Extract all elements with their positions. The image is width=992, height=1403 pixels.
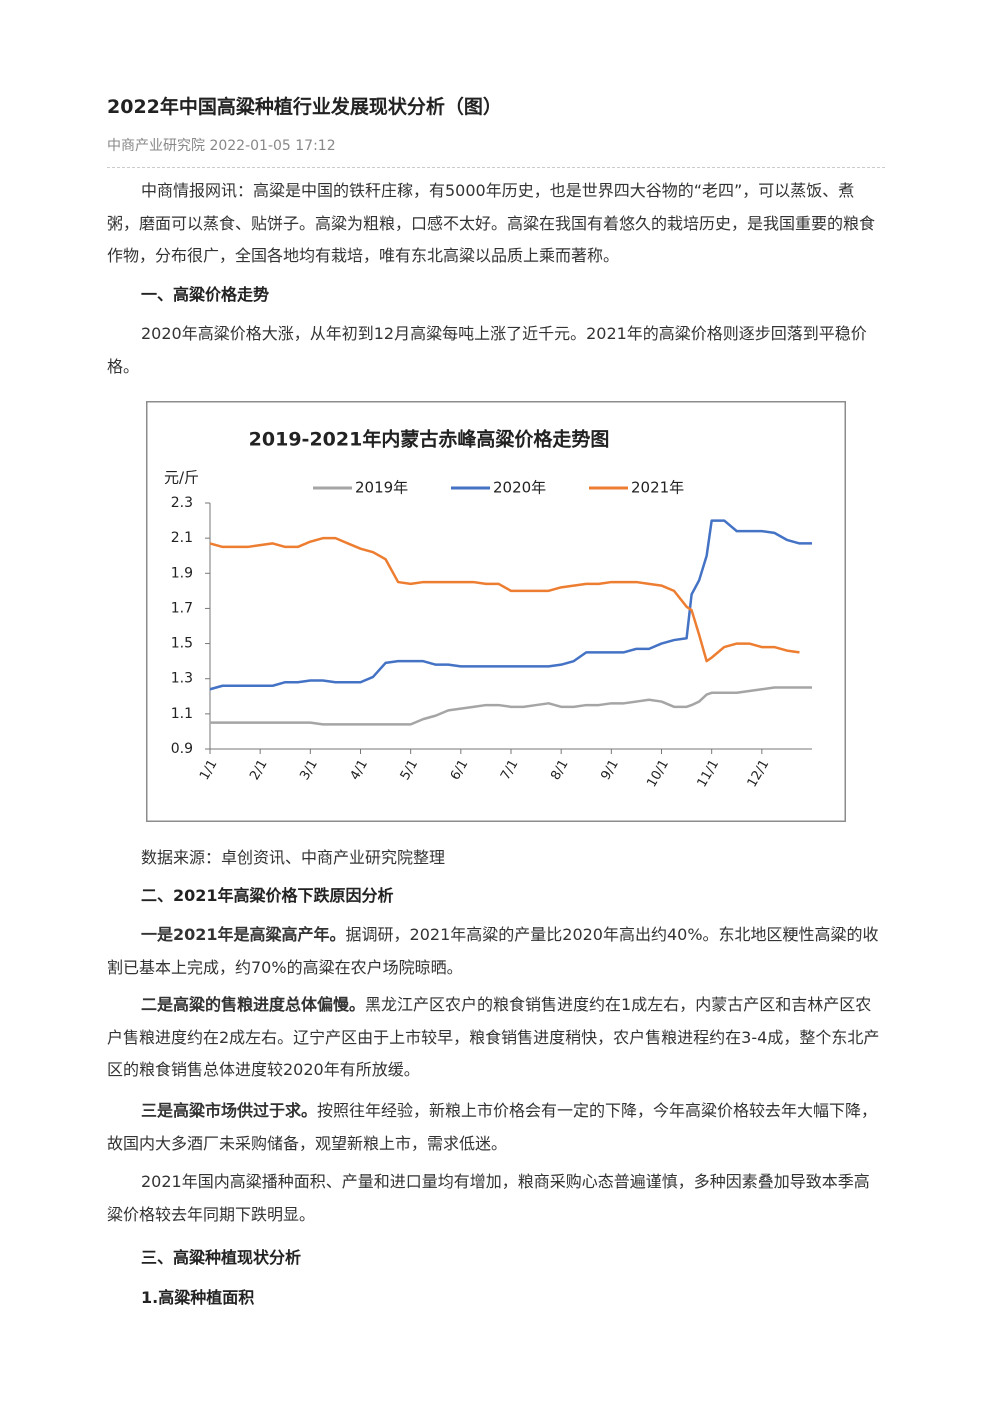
chart-title: 2019-2021年内蒙古赤峰高粱价格走势图 — [249, 428, 610, 451]
heading: 二、2021年高粱价格下跌原因分析 — [141, 886, 394, 905]
y-tick-label: 0.9 — [171, 741, 193, 757]
heading: 三、高粱种植现状分析 — [141, 1248, 302, 1267]
y-tick-label: 1.7 — [171, 600, 193, 616]
heading: 一、高粱价格走势 — [141, 285, 270, 304]
paragraph: 2021年国内高粱播种面积、产量和进口量均有增加，粮商采购心态普遍谨慎，多种因素… — [107, 1172, 870, 1224]
article-title: 2022年中国高粱种植行业发展现状分析（图） — [107, 96, 502, 118]
y-axis-label: 元/斤 — [164, 469, 199, 487]
y-tick-label: 1.9 — [171, 565, 193, 581]
source: 中商产业研究院 — [107, 138, 205, 154]
legend-label: 2020年 — [493, 479, 546, 497]
series-line — [209, 536, 800, 663]
caption: 数据来源：卓创资讯、中商产业研究院整理 — [141, 848, 446, 867]
lead: 一是2021年是高粱高产年。 — [141, 925, 346, 944]
lead: 二是高粱的售粮进度总体偏慢。 — [141, 995, 366, 1014]
chart: 2019-2021年内蒙古赤峰高粱价格走势图 元/斤 0.9 1.1 1.3 1.5 1… — [146, 401, 846, 822]
y-tick-label: 1.5 — [171, 636, 193, 652]
lead: 三是高粱市场供过于求。 — [141, 1101, 318, 1120]
date: 2022-01-05 17:12 — [209, 138, 336, 154]
paragraph: 三是高粱市场供过于求。按照往年经验，新粮上市价格会有一定的下降，今年高粱价格较去… — [107, 1095, 885, 1160]
legend-label: 2021年 — [631, 479, 684, 497]
y-tick-label: 1.1 — [171, 706, 193, 722]
text: 据调研，2021年高粱的产量比2020年高出约40%。东北地区粳性高粱的收割已基… — [107, 925, 879, 977]
y-tick-label: 2.1 — [171, 530, 193, 546]
series-line — [209, 519, 812, 691]
legend-label: 2019年 — [355, 479, 408, 497]
y-tick-label: 1.3 — [171, 671, 193, 687]
text: 按照往年经验，新粮上市价格会有一定的下降，今年高粱价格较去年大幅下降，故国内大多… — [107, 1101, 878, 1153]
y-tick-label: 2.3 — [171, 495, 193, 511]
paragraph: 中商情报网讯：高粱是中国的铁秆庄稼，有5000年历史，也是世界四大谷物的“老四”… — [107, 181, 876, 265]
series-line — [210, 686, 812, 726]
chart-frame — [146, 401, 846, 822]
paragraph: 2020年高粱价格大涨，从年初到12月高粱每吨上涨了近千元。2021年的高粱价格… — [107, 324, 867, 376]
subheading: 1.高粱种植面积 — [141, 1288, 255, 1307]
paragraph: 一是2021年是高粱高产年。据调研，2021年高粱的产量比2020年高出约40%… — [107, 919, 885, 984]
divider — [107, 167, 885, 168]
text: 黑龙江产区农户的粮食销售进度约在1成左右，内蒙古产区和吉林产区农户售粮进度约在2… — [107, 995, 880, 1079]
article-meta: 中商产业研究院 2022-01-05 17:12 — [107, 135, 336, 155]
paragraph: 二是高粱的售粮进度总体偏慢。黑龙江产区农户的粮食销售进度约在1成左右，内蒙古产区… — [107, 989, 885, 1087]
